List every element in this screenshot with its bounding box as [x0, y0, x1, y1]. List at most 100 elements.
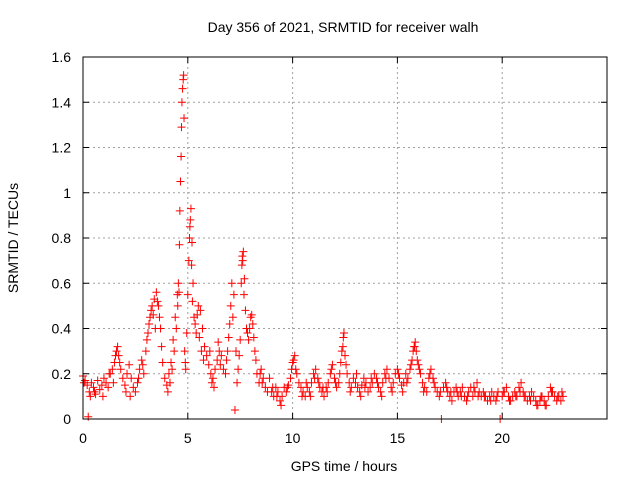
y-tick-label: 0.8 [52, 230, 72, 246]
data-point [256, 369, 265, 378]
data-point [181, 358, 190, 367]
data-point [356, 392, 365, 401]
data-point [90, 387, 99, 396]
data-point [248, 319, 257, 328]
data-point [111, 351, 120, 360]
data-point [381, 374, 390, 383]
data-point [330, 374, 339, 383]
data-point [387, 383, 396, 392]
data-point [108, 365, 117, 374]
data-point [233, 378, 242, 387]
data-point [526, 396, 535, 405]
data-point [98, 392, 107, 401]
data-point [261, 383, 270, 392]
data-point [153, 297, 162, 306]
data-point [401, 369, 410, 378]
data-point [335, 369, 344, 378]
data-point [137, 356, 146, 365]
data-point [342, 360, 351, 369]
data-point [458, 383, 467, 392]
data-point [197, 347, 206, 356]
data-point [436, 387, 445, 396]
data-point [556, 396, 565, 405]
data-point [149, 310, 158, 319]
data-point [154, 301, 163, 310]
data-point [286, 374, 295, 383]
data-point [116, 365, 125, 374]
data-point [258, 378, 267, 387]
data-point [192, 329, 201, 338]
data-point [222, 356, 231, 365]
y-tick-label: 0 [63, 411, 71, 427]
x-tick-label: 15 [390, 430, 406, 446]
data-point [553, 392, 562, 401]
data-point [289, 356, 298, 365]
data-point [221, 369, 230, 378]
data-point [479, 387, 488, 396]
data-point [339, 329, 348, 338]
data-point [174, 279, 183, 288]
data-point [143, 329, 152, 338]
data-point [346, 387, 355, 396]
data-point [102, 378, 111, 387]
data-point [405, 365, 414, 374]
data-point [131, 387, 140, 396]
x-axis-label: GPS time / hours [291, 458, 398, 474]
data-point [173, 301, 182, 310]
data-point [228, 313, 237, 322]
data-point [492, 392, 501, 401]
data-point [141, 347, 150, 356]
data-point [194, 301, 203, 310]
data-point [306, 392, 315, 401]
data-point [121, 387, 130, 396]
data-point [195, 333, 204, 342]
data-point [129, 383, 138, 392]
data-point [243, 329, 252, 338]
data-point [272, 392, 281, 401]
data-point [409, 347, 418, 356]
data-point [250, 347, 259, 356]
data-point [557, 387, 566, 396]
data-point [188, 297, 197, 306]
data-point [351, 378, 360, 387]
data-points [79, 71, 567, 423]
data-point [123, 369, 132, 378]
data-point [511, 392, 520, 401]
data-point [223, 347, 232, 356]
data-point [388, 387, 397, 396]
data-point [413, 356, 422, 365]
data-point [298, 392, 307, 401]
data-point [186, 215, 195, 224]
data-point [87, 378, 96, 387]
data-point [407, 360, 416, 369]
data-point [104, 383, 113, 392]
data-point [168, 365, 177, 374]
data-point [517, 378, 526, 387]
data-point [95, 385, 104, 394]
data-point [196, 306, 205, 315]
data-point [276, 396, 285, 405]
data-point [97, 381, 106, 390]
data-point [547, 387, 556, 396]
y-tick-label: 0.4 [52, 321, 72, 337]
data-point [331, 378, 340, 387]
data-point [240, 274, 249, 283]
data-point [353, 383, 362, 392]
data-point [303, 383, 312, 392]
data-point [364, 387, 373, 396]
data-point [164, 369, 173, 378]
data-point [93, 376, 102, 385]
y-tick-label: 1.2 [52, 140, 72, 156]
data-point [410, 342, 419, 351]
data-point [158, 358, 167, 367]
data-point [249, 333, 258, 342]
y-tick-label: 1.6 [52, 49, 72, 65]
data-point [338, 342, 347, 351]
data-point [273, 387, 282, 396]
data-point [302, 378, 311, 387]
data-point [177, 152, 186, 161]
data-point [89, 383, 98, 392]
data-point [113, 342, 122, 351]
data-point [80, 378, 89, 387]
